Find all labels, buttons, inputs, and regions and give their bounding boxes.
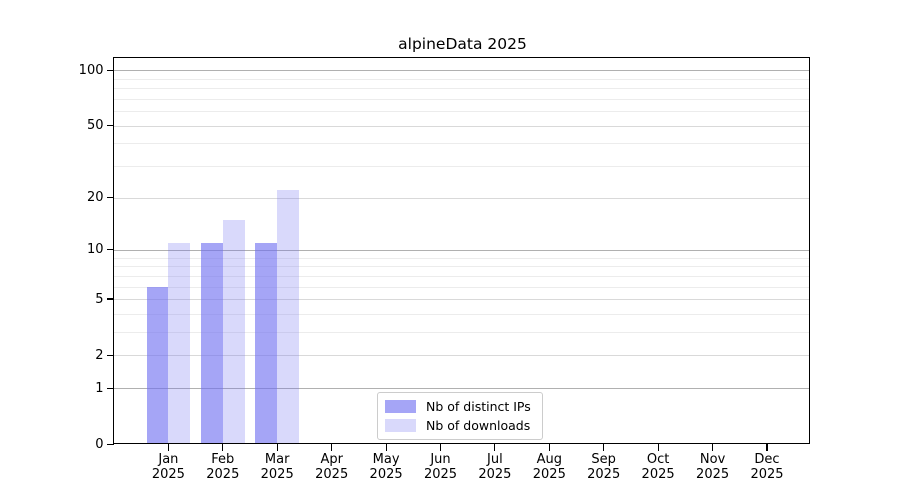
gridline-y-7 [114, 275, 810, 277]
x-tick-label-jul: Jul 2025 [478, 452, 512, 482]
feb-nb-of-distinct-ips-bar [201, 242, 223, 445]
gridline-y-30 [114, 165, 810, 167]
feb-nb-of-downloads-bar [222, 219, 245, 445]
y-tick-10 [106, 249, 114, 251]
x-tick-oct [657, 444, 659, 451]
y-tick-label-50: 50 [86, 118, 104, 133]
gridline-y-9 [114, 257, 810, 259]
x-tick-aug [548, 444, 550, 451]
legend-label-nb-of-downloads: Nb of downloads [426, 417, 531, 433]
gridline-y-60 [114, 111, 810, 112]
y-tick-label-100: 100 [78, 62, 104, 78]
x-tick-label-aug: Aug 2025 [532, 452, 566, 482]
x-tick-jan [167, 444, 169, 451]
gridline-y-50 [114, 125, 810, 127]
gridline-y-20 [114, 197, 810, 199]
y-tick-label-5: 5 [95, 291, 104, 307]
x-tick-dec [766, 444, 768, 451]
gridline-y-1 [114, 388, 810, 390]
gridline-y-80 [114, 88, 810, 89]
y-tick-1 [106, 387, 114, 389]
y-tick-label-0: 0 [95, 436, 104, 452]
x-tick-label-nov: Nov 2025 [696, 452, 730, 482]
x-tick-label-sep: Sep 2025 [587, 452, 621, 482]
mar-nb-of-distinct-ips-bar [255, 242, 278, 445]
legend: Nb of distinct IPs Nb of downloads [377, 391, 543, 440]
gridline-y-10 [114, 249, 810, 252]
x-tick-apr [331, 444, 333, 451]
gridline-y-90 [114, 78, 810, 80]
legend-item-nb-of-distinct-ips: Nb of distinct IPs [385, 398, 534, 414]
jan-nb-of-distinct-ips-bar [146, 286, 169, 445]
legend-item-nb-of-downloads: Nb of downloads [385, 417, 534, 433]
gridline-y-6 [114, 286, 810, 288]
x-tick-label-apr: Apr 2025 [315, 452, 349, 482]
gridline-y-70 [114, 98, 810, 100]
y-tick-100 [106, 69, 114, 71]
y-tick-0 [106, 443, 114, 445]
legend-swatch-nb-of-distinct-ips [385, 400, 416, 413]
x-tick-label-oct: Oct 2025 [641, 452, 675, 482]
legend-swatch-nb-of-downloads [385, 419, 416, 432]
y-tick-2 [106, 354, 114, 356]
y-tick-label-1: 1 [95, 380, 104, 396]
mar-nb-of-downloads-bar [277, 190, 299, 445]
gridline-y-5 [114, 299, 810, 300]
gridline-y-100 [114, 70, 810, 72]
x-tick-label-jun: Jun 2025 [423, 452, 458, 482]
jan-nb-of-downloads-bar [168, 242, 191, 445]
y-tick-label-10: 10 [86, 242, 104, 258]
y-tick-5 [106, 298, 114, 300]
chart-title: alpineData 2025 [398, 35, 527, 53]
y-tick-label-20: 20 [86, 190, 104, 205]
gridline-y-8 [114, 266, 810, 268]
legend-label-nb-of-distinct-ips: Nb of distinct IPs [426, 398, 531, 414]
x-tick-nov [712, 444, 714, 451]
gridline-y-40 [114, 143, 810, 145]
y-tick-50 [106, 124, 114, 127]
x-tick-label-may: May 2025 [369, 452, 403, 482]
gridline-y-3 [114, 331, 810, 333]
x-tick-jun [439, 444, 442, 451]
x-tick-feb [222, 444, 224, 451]
x-tick-jul [494, 444, 496, 451]
gridline-y-4 [114, 313, 810, 315]
x-tick-label-dec: Dec 2025 [750, 452, 784, 482]
y-tick-20 [106, 196, 114, 199]
x-tick-label-jan: Jan 2025 [151, 452, 185, 482]
x-tick-mar [276, 444, 278, 451]
x-tick-label-feb: Feb 2025 [206, 452, 240, 482]
x-tick-label-mar: Mar 2025 [260, 452, 294, 482]
x-tick-may [385, 444, 387, 451]
gridline-y-2 [114, 355, 810, 357]
y-tick-label-2: 2 [95, 347, 104, 363]
x-tick-sep [603, 444, 605, 451]
